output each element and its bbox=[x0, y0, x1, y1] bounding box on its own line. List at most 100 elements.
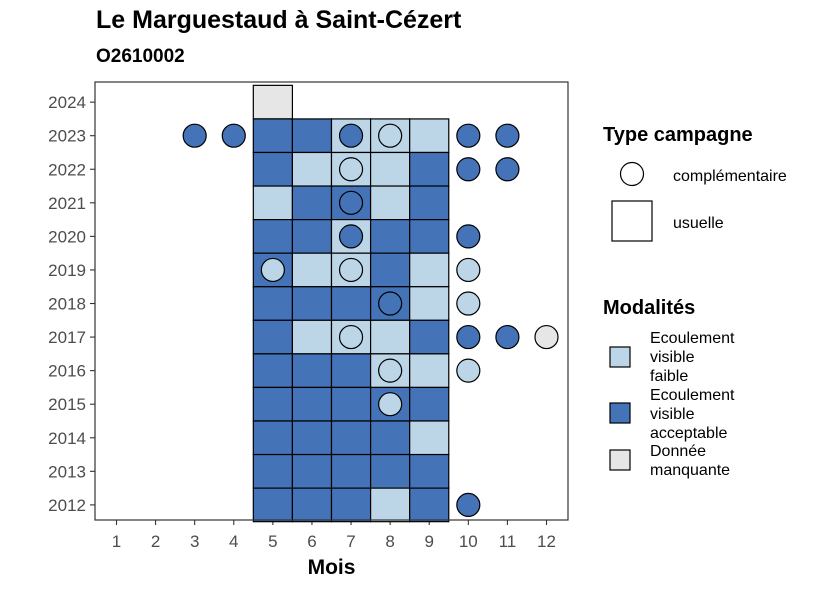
tile-usuelle-2019-6 bbox=[291, 252, 333, 288]
legend-modalite-label: acceptable bbox=[650, 425, 727, 442]
tile-usuelle-2021-8 bbox=[369, 185, 411, 221]
point-complementaire-2018-10 bbox=[456, 291, 481, 316]
tile-usuelle-2015-5 bbox=[252, 386, 294, 422]
y-tick-label: 2018 bbox=[48, 295, 86, 314]
tile-usuelle-2018-6 bbox=[291, 286, 333, 321]
y-tick-label: 2013 bbox=[48, 462, 86, 481]
point-complementaire-2017-12 bbox=[534, 324, 559, 350]
tile-usuelle-2021-5 bbox=[252, 185, 294, 221]
y-tick-label: 2024 bbox=[48, 93, 86, 112]
legend-modalite-label: Ecoulement bbox=[650, 387, 735, 404]
legend-key-modalite bbox=[609, 346, 631, 368]
y-tick-label: 2020 bbox=[48, 227, 86, 246]
x-tick-label: 12 bbox=[537, 532, 556, 551]
tile-usuelle-2013-9 bbox=[409, 453, 450, 489]
tile-usuelle-2017-5 bbox=[252, 319, 294, 355]
point-complementaire-2023-8 bbox=[378, 123, 403, 148]
y-tick-label: 2019 bbox=[48, 261, 86, 280]
tile-usuelle-2020-5 bbox=[252, 219, 294, 254]
y-tick-label: 2022 bbox=[48, 160, 86, 179]
tile-usuelle-2015-7 bbox=[330, 386, 372, 422]
point-complementaire-2020-10 bbox=[456, 224, 481, 249]
point-complementaire-2023-7 bbox=[338, 123, 364, 148]
tile-usuelle-2016-9 bbox=[409, 353, 450, 389]
point-complementaire-2023-11 bbox=[495, 123, 520, 148]
x-tick-label: 7 bbox=[346, 532, 355, 551]
point-complementaire-2023-3 bbox=[182, 123, 207, 148]
tile-usuelle-2019-8 bbox=[369, 252, 411, 288]
legend-modalite-label: Donnée bbox=[650, 443, 706, 460]
tile-usuelle-2015-9 bbox=[409, 386, 450, 422]
x-tick-label: 9 bbox=[424, 532, 433, 551]
tile-usuelle-2019-9 bbox=[409, 252, 450, 288]
tile-usuelle-2023-9 bbox=[409, 118, 450, 154]
tile-usuelle-2020-6 bbox=[291, 219, 333, 254]
tile-usuelle-2012-6 bbox=[291, 487, 333, 523]
legend-key-circle bbox=[619, 161, 645, 187]
tile-usuelle-2013-8 bbox=[369, 453, 411, 489]
tile-usuelle-2022-6 bbox=[291, 151, 333, 187]
legend-modalite-label: visible bbox=[650, 349, 695, 366]
point-complementaire-2015-8 bbox=[378, 392, 403, 417]
legend-modalite-label: faible bbox=[650, 368, 688, 385]
y-tick-label: 2015 bbox=[48, 395, 86, 414]
tile-usuelle-2022-9 bbox=[409, 151, 450, 187]
y-tick-label: 2021 bbox=[48, 194, 86, 213]
chart-title: Le Marguestaud à Saint-Cézert bbox=[96, 6, 462, 34]
point-complementaire-2017-11 bbox=[495, 324, 520, 350]
x-tick-label: 11 bbox=[499, 532, 517, 551]
point-complementaire-2021-7 bbox=[338, 190, 364, 215]
legend-key-modalite bbox=[609, 449, 631, 471]
point-complementaire-2012-10 bbox=[456, 492, 481, 517]
tile-usuelle-2023-5 bbox=[252, 118, 294, 154]
tile-usuelle-2022-8 bbox=[369, 151, 411, 187]
tile-usuelle-2021-6 bbox=[291, 185, 333, 221]
point-complementaire-2019-10 bbox=[456, 257, 481, 283]
plot-area bbox=[94, 81, 569, 523]
point-complementaire-2016-10 bbox=[456, 358, 481, 383]
tile-usuelle-2016-6 bbox=[291, 353, 333, 389]
legend-key-modalite bbox=[609, 402, 631, 424]
tile-usuelle-2016-5 bbox=[252, 353, 294, 389]
legend-type-title: Type campagne bbox=[603, 124, 753, 146]
tile-usuelle-2020-9 bbox=[409, 219, 450, 254]
point-complementaire-2017-7 bbox=[338, 324, 364, 350]
point-complementaire-2023-4 bbox=[221, 123, 246, 148]
legend: Type campagne complémentaire usuelle Modali… bbox=[603, 124, 787, 479]
tile-usuelle-2016-7 bbox=[330, 353, 372, 389]
tile-usuelle-2022-5 bbox=[252, 151, 294, 187]
tile-usuelle-2023-6 bbox=[291, 118, 333, 154]
tile-usuelle-2018-9 bbox=[409, 286, 450, 321]
point-complementaire-2016-8 bbox=[378, 358, 403, 383]
tile-usuelle-2014-7 bbox=[330, 420, 372, 456]
panel-border bbox=[94, 81, 569, 521]
legend-key-square bbox=[611, 200, 653, 242]
legend-type-label: usuelle bbox=[673, 215, 724, 232]
y-tick-label: 2023 bbox=[48, 127, 86, 146]
tile-usuelle-2012-7 bbox=[330, 487, 372, 523]
legend-modalites-title: Modalités bbox=[603, 297, 695, 319]
x-tick-label: 1 bbox=[112, 532, 121, 551]
tile-usuelle-2012-8 bbox=[369, 487, 411, 523]
point-complementaire-2020-7 bbox=[338, 224, 364, 249]
legend-modalite-label: Ecoulement bbox=[650, 330, 735, 347]
point-complementaire-2019-7 bbox=[338, 257, 364, 283]
x-axis-title: Mois bbox=[308, 556, 356, 579]
x-tick-label: 2 bbox=[151, 532, 160, 551]
tile-usuelle-2014-8 bbox=[369, 420, 411, 456]
legend-type-label: complémentaire bbox=[673, 168, 787, 185]
x-tick-label: 4 bbox=[229, 532, 238, 551]
tile-usuelle-2013-6 bbox=[291, 453, 333, 489]
y-tick-label: 2016 bbox=[48, 362, 86, 381]
x-tick-label: 3 bbox=[190, 532, 199, 551]
point-complementaire-2018-8 bbox=[378, 291, 403, 316]
legend-modalite-label: manquante bbox=[650, 462, 730, 479]
tile-usuelle-2017-6 bbox=[291, 319, 333, 355]
tile-usuelle-2015-6 bbox=[291, 386, 333, 422]
point-complementaire-2017-10 bbox=[456, 324, 481, 350]
tile-usuelle-2012-5 bbox=[252, 487, 294, 523]
tile-usuelle-2021-9 bbox=[409, 185, 450, 221]
y-tick-label: 2017 bbox=[48, 328, 86, 347]
tile-usuelle-2012-9 bbox=[409, 487, 450, 523]
x-tick-label: 6 bbox=[307, 532, 316, 551]
